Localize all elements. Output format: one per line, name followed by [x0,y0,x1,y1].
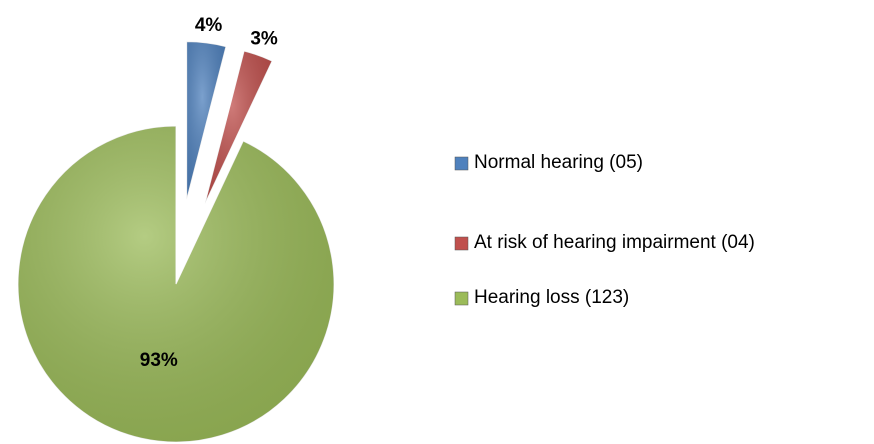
slice-shading [17,126,334,443]
legend-swatch [454,236,469,251]
legend-label: Hearing loss (123) [474,287,629,308]
slice-shading [204,50,273,205]
data-label: 3% [250,28,278,49]
legend-label: Normal hearing (05) [474,152,643,173]
data-label: 93% [140,350,178,371]
data-label: 4% [195,15,223,36]
legend-swatch [454,291,469,306]
slice-shading [186,41,226,200]
legend-label: At risk of hearing impairment (04) [474,232,755,253]
legend-swatch [454,156,469,171]
